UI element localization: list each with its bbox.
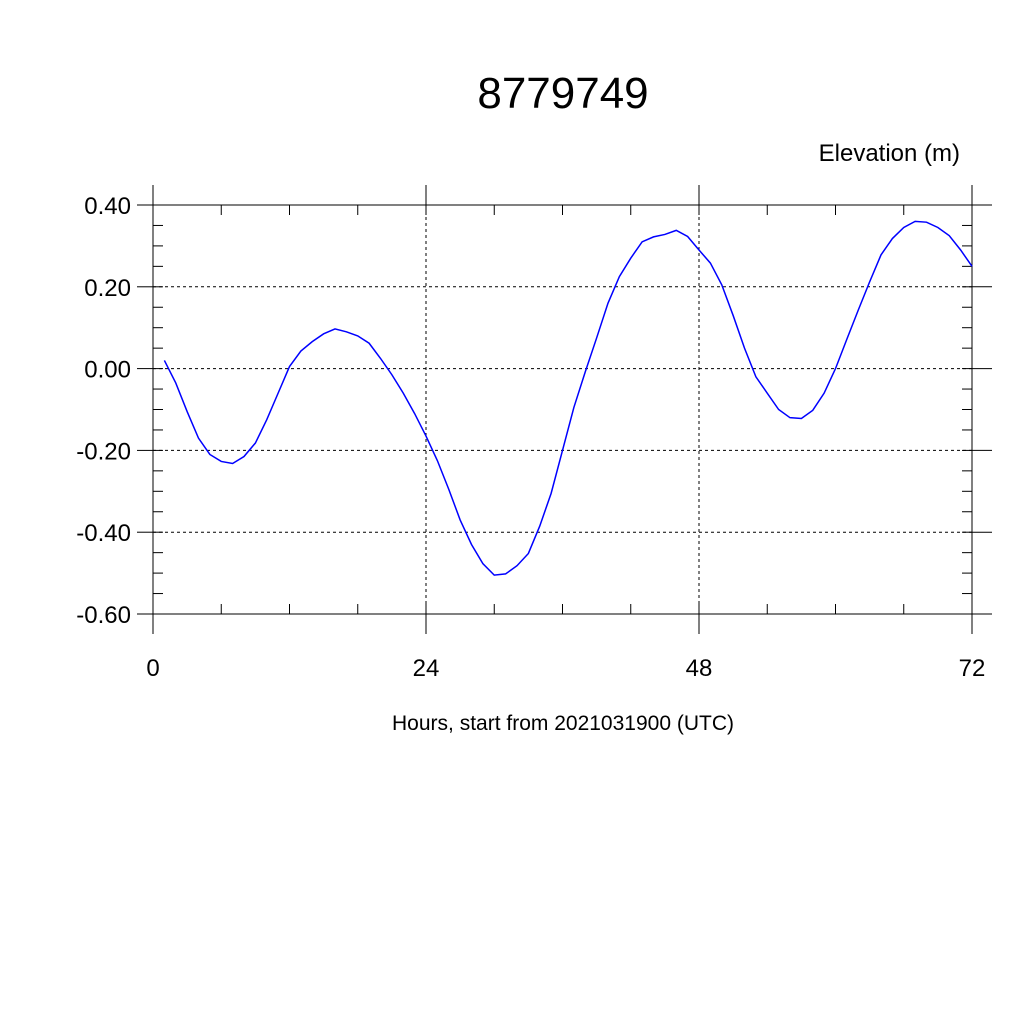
y-axis: 0.40 0.20 0.00 -0.20 -0.40 -0.60 — [76, 193, 992, 629]
y-tick-label: -0.20 — [76, 438, 131, 465]
x-tick-label: 24 — [413, 655, 440, 682]
elevation-line — [163, 220, 973, 576]
x-axis-label: Hours, start from 2021031900 (UTC) — [392, 712, 734, 735]
x-axis: 0 24 48 72 — [146, 185, 985, 682]
y-tick-label: 0.40 — [84, 193, 131, 220]
y-tick-label: -0.40 — [76, 520, 131, 547]
x-tick-label: 48 — [686, 655, 713, 682]
x-tick-label: 72 — [959, 655, 986, 682]
y-tick-label: 0.20 — [84, 275, 131, 302]
series — [163, 220, 973, 576]
chart-title: 8779749 — [477, 69, 648, 118]
plot-frame — [152, 204, 973, 615]
plot-border — [152, 204, 973, 615]
y-tick-label: -0.60 — [76, 602, 131, 629]
y-tick-label: 0.00 — [84, 357, 131, 384]
grid — [152, 204, 973, 615]
x-tick-label: 0 — [146, 655, 159, 682]
minor-ticks — [152, 204, 973, 615]
unit-label: Elevation (m) — [819, 140, 960, 167]
